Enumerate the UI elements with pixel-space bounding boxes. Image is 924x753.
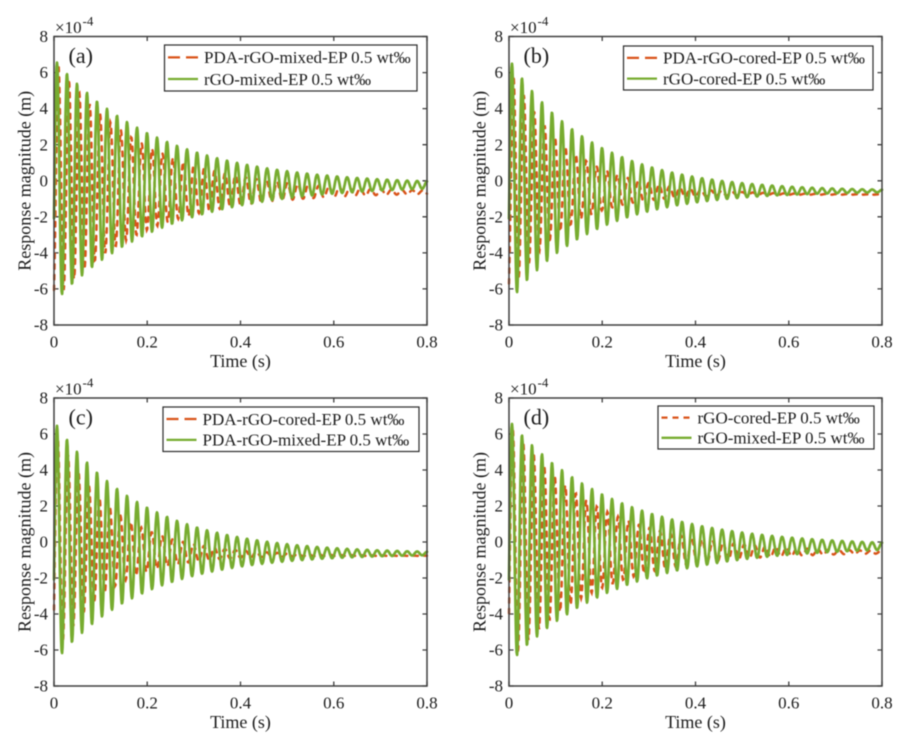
svg-text:4: 4: [40, 99, 49, 118]
svg-text:×10: ×10: [55, 380, 82, 399]
svg-text:0.4: 0.4: [230, 333, 252, 352]
svg-text:4: 4: [495, 99, 504, 118]
svg-text:6: 6: [495, 425, 504, 444]
svg-text:6: 6: [495, 63, 504, 82]
svg-text:0.2: 0.2: [137, 333, 158, 352]
svg-text:0.8: 0.8: [871, 333, 892, 352]
svg-text:-2: -2: [34, 207, 48, 226]
svg-text:PDA-rGO-cored-EP 0.5 wt‰: PDA-rGO-cored-EP 0.5 wt‰: [663, 49, 865, 68]
svg-text:0: 0: [495, 533, 504, 552]
svg-text:-4: -4: [489, 605, 504, 624]
svg-text:0.8: 0.8: [871, 694, 892, 713]
svg-text:0: 0: [495, 171, 504, 190]
svg-text:-2: -2: [489, 569, 503, 588]
svg-text:0: 0: [50, 694, 59, 713]
svg-text:Response magnitude (m): Response magnitude (m): [470, 91, 491, 271]
svg-text:Time (s): Time (s): [210, 712, 271, 733]
svg-text:0.4: 0.4: [685, 333, 707, 352]
svg-text:0.2: 0.2: [592, 333, 613, 352]
svg-text:0: 0: [40, 533, 49, 552]
svg-text:-8: -8: [34, 677, 48, 696]
svg-text:(c): (c): [69, 405, 93, 430]
svg-text:-4: -4: [34, 244, 49, 263]
svg-text:×10: ×10: [55, 18, 82, 37]
svg-text:-6: -6: [489, 280, 503, 299]
svg-text:-8: -8: [489, 316, 503, 335]
svg-text:-6: -6: [489, 641, 503, 660]
svg-text:0.2: 0.2: [137, 694, 158, 713]
svg-text:-4: -4: [489, 244, 504, 263]
svg-text:6: 6: [40, 63, 49, 82]
svg-text:0.2: 0.2: [592, 694, 613, 713]
svg-text:0.6: 0.6: [323, 333, 344, 352]
svg-text:PDA-rGO-mixed-EP 0.5 wt‰: PDA-rGO-mixed-EP 0.5 wt‰: [203, 431, 410, 450]
svg-text:8: 8: [495, 389, 504, 408]
svg-text:Response magnitude (m): Response magnitude (m): [15, 91, 36, 271]
svg-text:-8: -8: [489, 677, 503, 696]
svg-text:6: 6: [40, 425, 49, 444]
svg-text:0: 0: [505, 333, 514, 352]
svg-text:rGO-cored-EP 0.5 wt‰: rGO-cored-EP 0.5 wt‰: [698, 408, 860, 427]
svg-text:2: 2: [40, 497, 49, 516]
svg-text:Time (s): Time (s): [665, 712, 726, 733]
svg-text:(a): (a): [69, 43, 93, 68]
svg-text:2: 2: [495, 135, 504, 154]
svg-text:0.8: 0.8: [416, 333, 437, 352]
svg-text:PDA-rGO-cored-EP 0.5 wt‰: PDA-rGO-cored-EP 0.5 wt‰: [203, 410, 405, 429]
svg-text:8: 8: [40, 389, 49, 408]
svg-text:0: 0: [505, 694, 514, 713]
svg-text:Response magnitude (m): Response magnitude (m): [15, 452, 36, 632]
svg-text:-6: -6: [34, 641, 48, 660]
svg-text:rGO-cored-EP 0.5 wt‰: rGO-cored-EP 0.5 wt‰: [663, 69, 825, 88]
svg-text:-6: -6: [34, 280, 48, 299]
svg-text:4: 4: [495, 461, 504, 480]
svg-text:0.8: 0.8: [416, 694, 437, 713]
svg-text:(b): (b): [524, 43, 550, 68]
svg-text:Time (s): Time (s): [210, 351, 271, 372]
svg-text:PDA-rGO-mixed-EP 0.5 wt‰: PDA-rGO-mixed-EP 0.5 wt‰: [204, 48, 411, 67]
svg-text:0.4: 0.4: [685, 694, 707, 713]
svg-text:Time (s): Time (s): [665, 351, 726, 372]
svg-text:-2: -2: [34, 569, 48, 588]
svg-text:-4: -4: [538, 14, 549, 29]
svg-text:4: 4: [40, 461, 49, 480]
svg-text:8: 8: [40, 27, 49, 46]
svg-text:-8: -8: [34, 316, 48, 335]
svg-text:×10: ×10: [510, 380, 537, 399]
svg-text:rGO-mixed-EP 0.5 wt‰: rGO-mixed-EP 0.5 wt‰: [204, 70, 371, 89]
svg-text:rGO-mixed-EP 0.5 wt‰: rGO-mixed-EP 0.5 wt‰: [698, 429, 865, 448]
svg-text:-4: -4: [83, 14, 94, 29]
svg-text:2: 2: [40, 135, 49, 154]
svg-text:-4: -4: [538, 375, 549, 390]
svg-text:×10: ×10: [510, 18, 537, 37]
svg-text:0.6: 0.6: [323, 694, 344, 713]
svg-text:8: 8: [495, 27, 504, 46]
svg-text:0.6: 0.6: [778, 333, 799, 352]
svg-text:-2: -2: [489, 207, 503, 226]
svg-text:0.6: 0.6: [778, 694, 799, 713]
svg-text:(d): (d): [524, 405, 550, 430]
svg-text:0.4: 0.4: [230, 694, 252, 713]
svg-text:-4: -4: [34, 605, 49, 624]
svg-text:0: 0: [40, 171, 49, 190]
svg-text:0: 0: [50, 333, 59, 352]
svg-text:-4: -4: [83, 375, 94, 390]
svg-text:Response magnitude (m): Response magnitude (m): [470, 452, 491, 632]
svg-text:2: 2: [495, 497, 504, 516]
